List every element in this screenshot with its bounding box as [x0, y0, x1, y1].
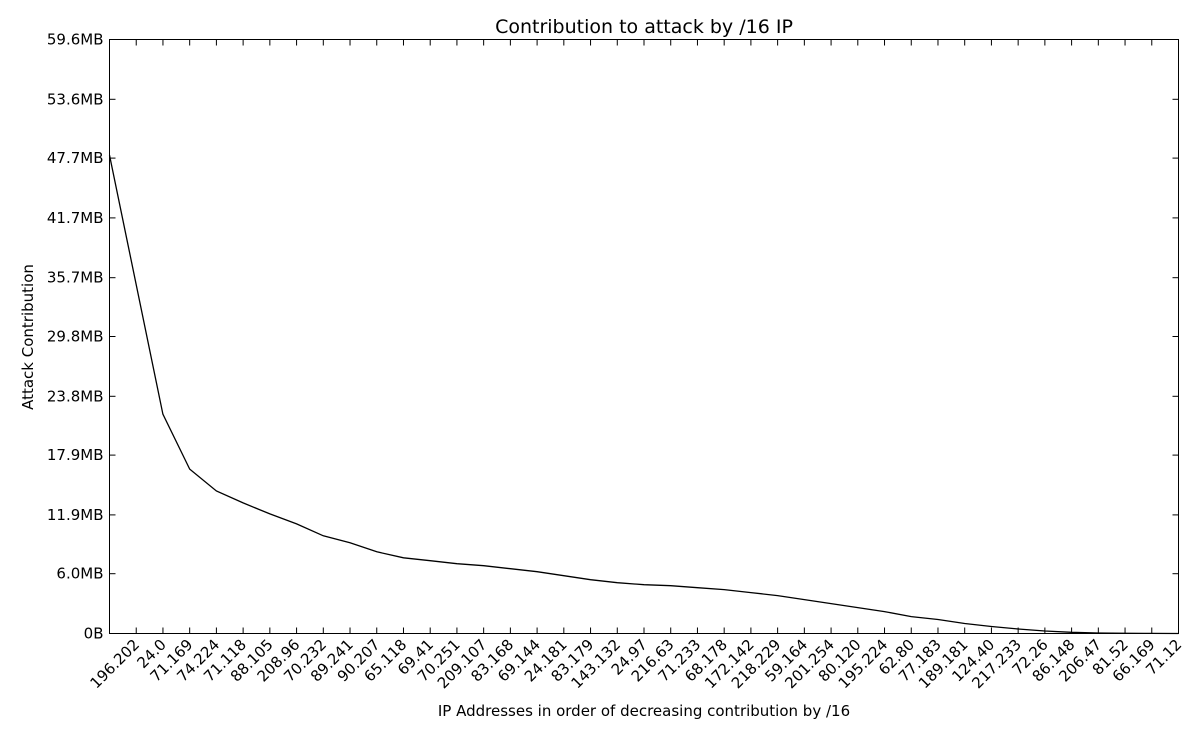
contribution-line	[108, 154, 1179, 635]
y-axis-ticks: 0B 6.0MB 11.9MB 17.9MB 23.8MB 29.8MB 35.7MB 41.…	[47, 31, 1179, 643]
y-tick-label: 0B	[84, 625, 104, 643]
x-axis-label: IP Addresses in order of decreasing cont…	[438, 702, 850, 720]
chart-title: Contribution to attack by /16 IP	[495, 16, 793, 38]
y-tick-label: 23.8MB	[47, 387, 104, 405]
y-tick-label: 6.0MB	[56, 565, 103, 583]
y-tick-label: 17.9MB	[47, 446, 104, 464]
y-tick-label: 53.6MB	[47, 90, 104, 108]
y-tick-label: 47.7MB	[47, 149, 104, 167]
y-axis-label: Attack Contribution	[19, 264, 37, 410]
y-tick-label: 41.7MB	[47, 209, 104, 227]
y-tick-label: 29.8MB	[47, 328, 104, 346]
x-tick-label: 196.202	[86, 636, 143, 693]
plot-frame	[109, 39, 1179, 634]
y-tick-label: 59.6MB	[47, 31, 104, 49]
y-tick-label: 11.9MB	[47, 506, 104, 524]
x-axis-ticks: 196.20224.071.16974.22471.11888.105208.9…	[86, 39, 1185, 693]
y-tick-label: 35.7MB	[47, 269, 104, 287]
